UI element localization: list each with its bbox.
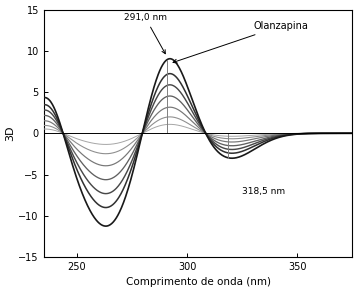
Y-axis label: 3D: 3D [6, 125, 15, 141]
Text: 291,0 nm: 291,0 nm [124, 13, 166, 54]
X-axis label: Comprimento de onda (nm): Comprimento de onda (nm) [126, 277, 271, 287]
Text: Olanzapina: Olanzapina [173, 21, 308, 63]
Text: 318,5 nm: 318,5 nm [242, 187, 285, 196]
